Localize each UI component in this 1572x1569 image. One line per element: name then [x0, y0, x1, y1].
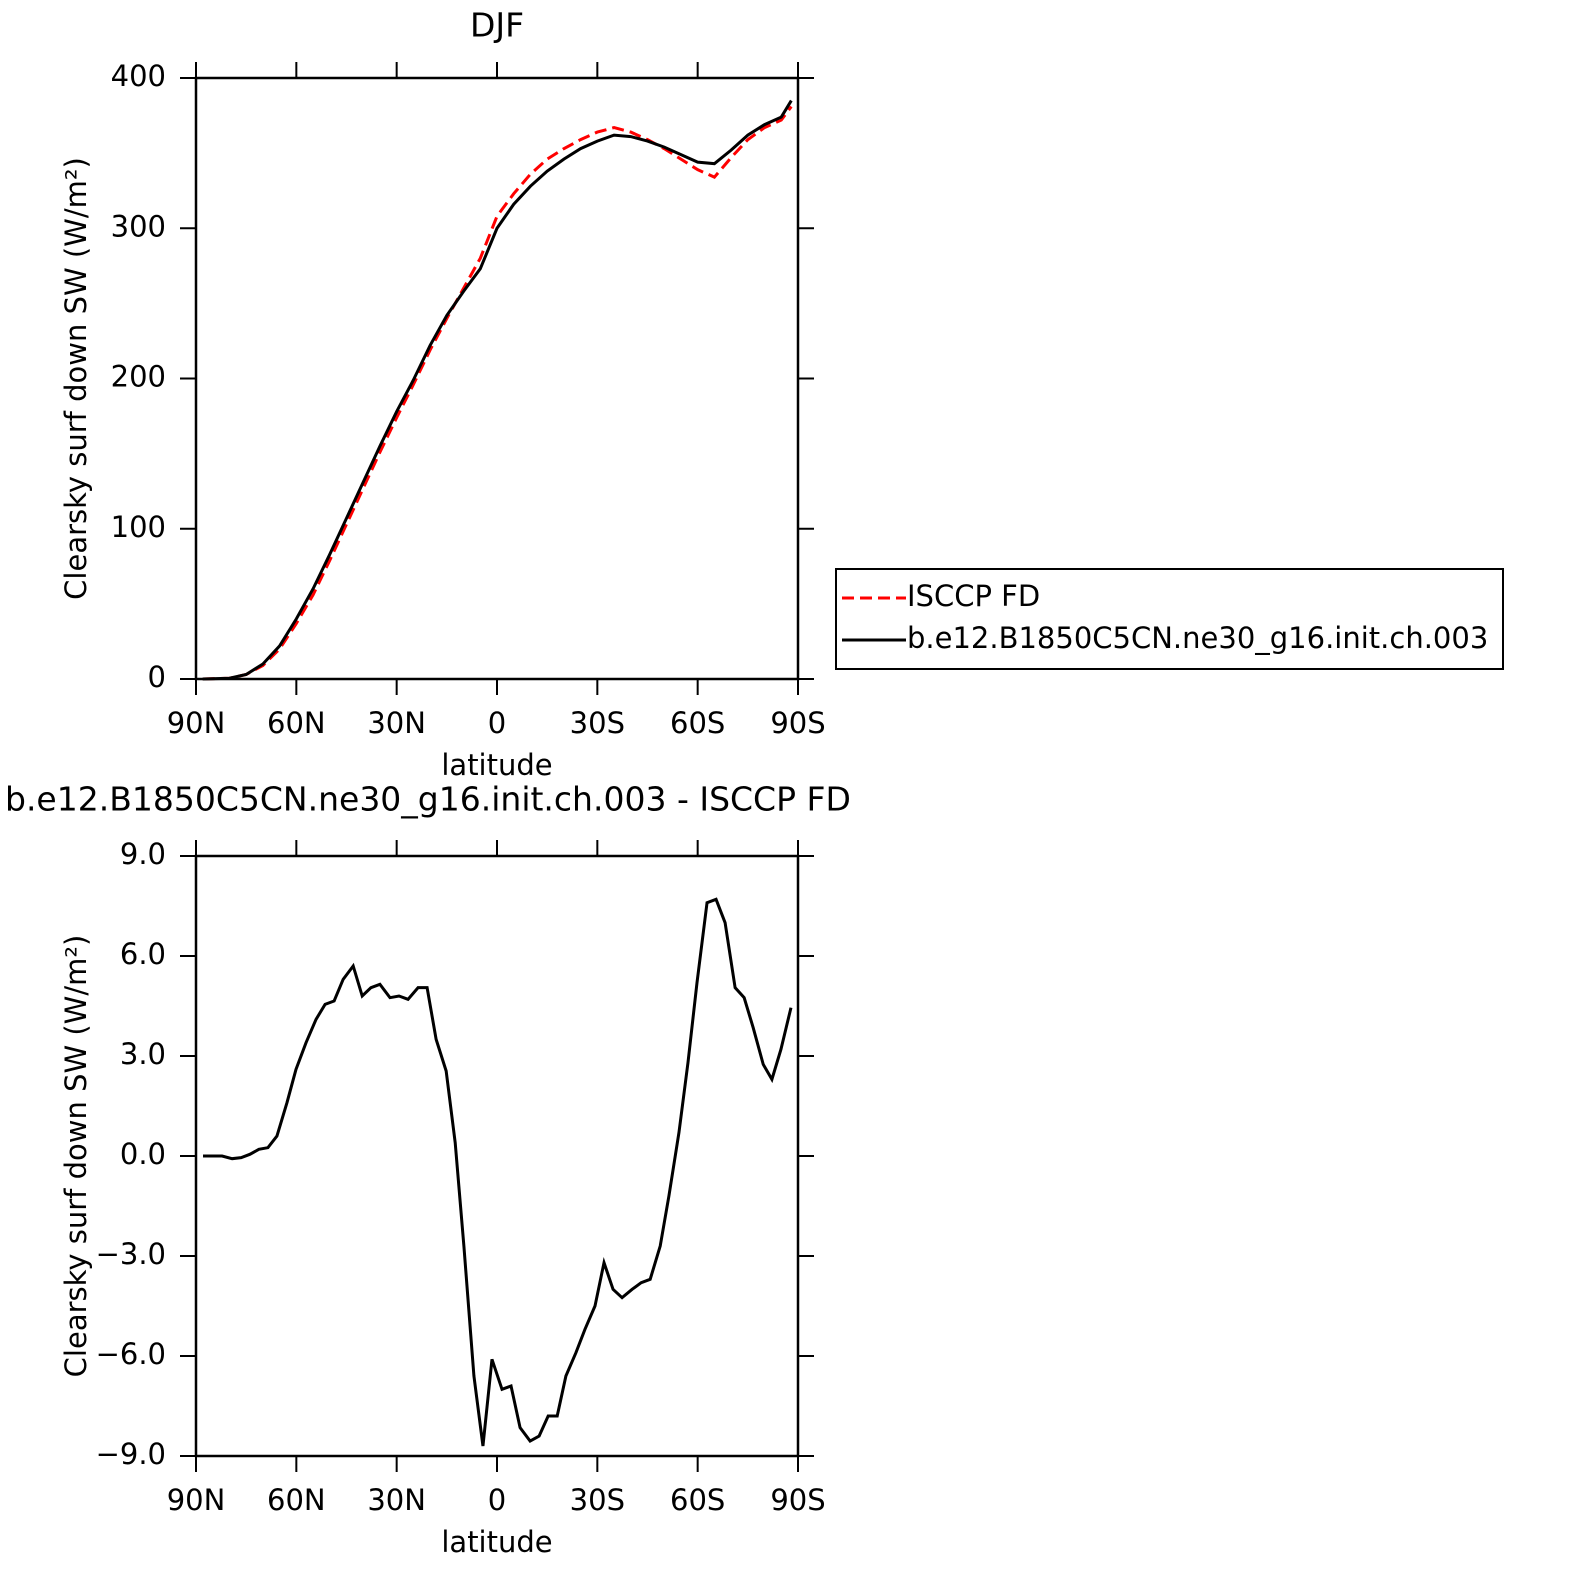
x-tick-label: 0	[488, 706, 506, 740]
y-tick-label: 6.0	[120, 937, 166, 971]
chart-title: DJF	[470, 6, 524, 45]
y-tick-label: −9.0	[96, 1437, 166, 1471]
x-tick-label: 30N	[367, 1483, 426, 1517]
chart-title: b.e12.B1850C5CN.ne30_g16.init.ch.003 - I…	[5, 780, 851, 819]
y-tick-label: 9.0	[120, 837, 166, 871]
y-tick-label: 300	[111, 209, 166, 243]
y-tick-label: 0.0	[120, 1137, 166, 1171]
x-tick-label: 90S	[770, 706, 825, 740]
x-tick-label: 60S	[670, 1483, 725, 1517]
x-tick-label: 30S	[570, 1483, 625, 1517]
x-tick-label: 90S	[770, 1483, 825, 1517]
x-tick-label: 60S	[670, 706, 725, 740]
x-tick-label: 60N	[267, 706, 326, 740]
x-axis-label: latitude	[441, 748, 552, 782]
legend-box	[835, 568, 1504, 670]
data-line	[203, 897, 793, 1447]
x-tick-label: 0	[488, 1483, 506, 1517]
y-axis-label: Clearsky surf down SW (W/m²)	[59, 935, 93, 1378]
y-tick-label: 0	[148, 660, 166, 694]
x-tick-label: 90N	[167, 706, 226, 740]
legend-label: ISCCP FD	[907, 579, 1040, 613]
y-tick-label: 400	[111, 59, 166, 93]
legend-label: b.e12.B1850C5CN.ne30_g16.init.ch.003	[907, 621, 1488, 655]
y-axis-label: Clearsky surf down SW (W/m²)	[59, 157, 93, 600]
plot-frame	[194, 854, 800, 1458]
y-tick-label: 3.0	[120, 1037, 166, 1071]
x-tick-label: 90N	[167, 1483, 226, 1517]
x-tick-label: 30N	[367, 706, 426, 740]
x-tick-label: 60N	[267, 1483, 326, 1517]
data-line	[202, 99, 793, 681]
x-axis-label: latitude	[441, 1525, 552, 1559]
y-tick-label: −3.0	[96, 1237, 166, 1271]
y-tick-label: 100	[111, 510, 166, 544]
x-tick-label: 30S	[570, 706, 625, 740]
y-tick-label: 200	[111, 360, 166, 394]
y-tick-label: −6.0	[96, 1337, 166, 1371]
data-line	[202, 105, 793, 681]
plot-frame	[194, 76, 800, 681]
